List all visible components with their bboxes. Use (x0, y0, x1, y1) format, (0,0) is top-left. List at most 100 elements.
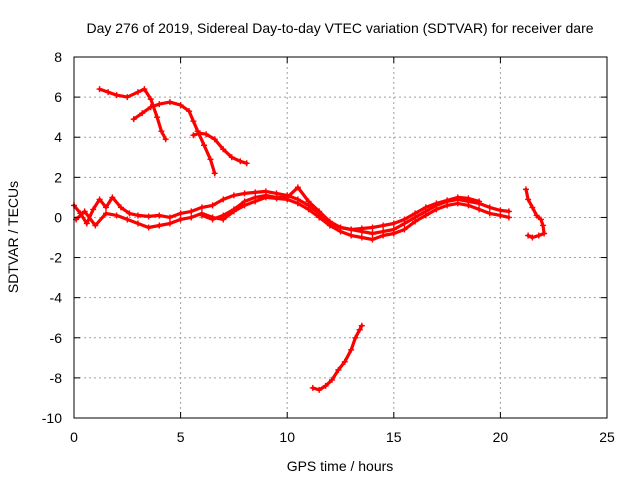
data-point (465, 195, 472, 202)
y-axis-label: SDTVAR / TECUs (5, 181, 21, 293)
series-trace (311, 324, 364, 392)
grid-lines (74, 57, 607, 418)
data-point (198, 212, 205, 219)
y-tick-label: -4 (50, 290, 63, 306)
series-arc-lower (309, 322, 365, 393)
data-point (369, 224, 376, 231)
data-point (401, 216, 408, 223)
data-point (186, 108, 193, 115)
data-point (422, 212, 429, 219)
x-axis-label: GPS time / hours (287, 458, 394, 474)
data-point (401, 226, 408, 233)
x-tick-label: 15 (386, 429, 402, 445)
series-arc-a-upper- (96, 86, 169, 143)
y-tick-label: -2 (50, 250, 63, 266)
data-point (102, 204, 109, 211)
data-point (540, 222, 547, 229)
data-point (96, 86, 103, 93)
data-point (348, 346, 355, 353)
data-point (109, 194, 116, 201)
data-point (209, 202, 216, 209)
data-point (117, 204, 124, 211)
data-point (113, 92, 120, 99)
data-point (92, 222, 99, 229)
data-point (476, 198, 483, 205)
data-point (337, 224, 344, 231)
x-tick-label: 25 (599, 429, 615, 445)
series-band-2 (73, 194, 512, 243)
data-point (476, 206, 483, 213)
data-point (390, 230, 397, 237)
data-point (309, 384, 316, 391)
data-point (198, 204, 205, 211)
data-point (188, 214, 195, 221)
series-arc-end (522, 186, 548, 241)
data-point (390, 220, 397, 227)
y-tick-label: 6 (54, 89, 62, 105)
data-point (486, 210, 493, 217)
data-point (444, 202, 451, 209)
data-point (124, 216, 131, 223)
series-trace (98, 87, 168, 141)
y-axis-ticks: -10 -8 -6 -4 -2 0 2 4 6 8 (42, 49, 607, 426)
data-point (203, 131, 210, 138)
data-point (147, 96, 154, 103)
data-point (316, 214, 323, 221)
data-point (177, 102, 184, 109)
data-point (154, 114, 161, 121)
y-tick-label: 4 (54, 129, 62, 145)
data-point (486, 204, 493, 211)
data-point (273, 194, 280, 201)
data-point (358, 225, 365, 232)
data-point (156, 212, 163, 219)
data-point (525, 232, 532, 239)
plot-frame (73, 56, 608, 419)
data-point (444, 197, 451, 204)
y-tick-label: 2 (54, 169, 62, 185)
data-point (241, 198, 248, 205)
data-point (305, 198, 312, 205)
data-point (220, 146, 227, 153)
data-point (328, 376, 335, 383)
data-point (412, 218, 419, 225)
data-point (322, 382, 329, 389)
data-point (243, 160, 250, 167)
data-point (454, 200, 461, 207)
data-point (134, 220, 141, 227)
y-tick-label: -6 (50, 330, 63, 346)
data-point (147, 104, 154, 111)
data-point (220, 196, 227, 203)
x-tick-label: 5 (177, 429, 185, 445)
data-point (145, 224, 152, 231)
data-point (139, 110, 146, 117)
data-point (422, 204, 429, 211)
data-point (533, 212, 540, 219)
data-point (454, 194, 461, 201)
data-point (196, 130, 203, 137)
data-point (525, 196, 532, 203)
data-point (433, 206, 440, 213)
data-point (177, 216, 184, 223)
x-tick-label: 10 (279, 429, 295, 445)
data-point (505, 208, 512, 215)
data-point (529, 234, 536, 241)
data-point (356, 326, 363, 333)
data-point (284, 194, 291, 201)
data-point (166, 220, 173, 227)
data-point (326, 218, 333, 225)
data-point (145, 213, 152, 220)
y-tick-label: -8 (50, 370, 63, 386)
data-point (201, 142, 208, 149)
data-point (537, 216, 544, 223)
data-point (134, 89, 141, 96)
data-point (316, 386, 323, 393)
data-point (252, 194, 259, 201)
series-band-3 (198, 184, 483, 233)
data-point (294, 184, 301, 191)
data-point (369, 230, 376, 237)
data-point (358, 322, 365, 329)
data-point (541, 230, 548, 237)
data-point (83, 220, 90, 227)
data-point (96, 196, 103, 203)
